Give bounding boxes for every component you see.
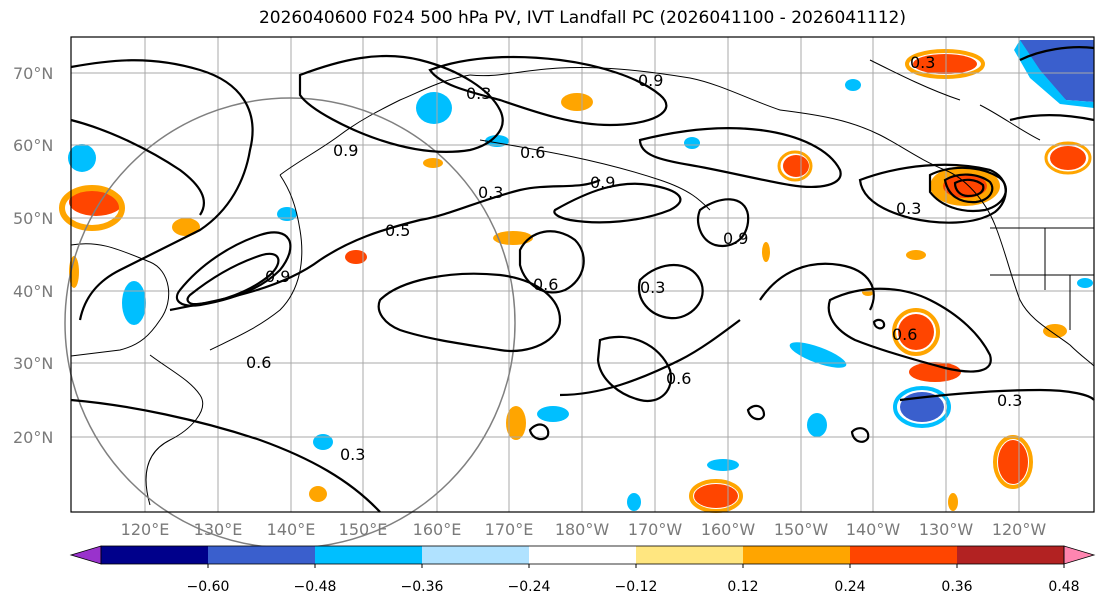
lat-label: 30°N xyxy=(13,354,53,373)
lon-label: 130°E xyxy=(194,520,243,539)
colorbar-outline xyxy=(100,545,1065,565)
contour-label: 0.9 xyxy=(333,141,358,160)
lat-label: 50°N xyxy=(13,209,53,228)
colorbar-tick-label: −0.36 xyxy=(401,579,444,595)
colorbar-bin xyxy=(743,546,851,564)
colorbar-bin xyxy=(957,546,1065,564)
lon-label: 160°E xyxy=(413,520,462,539)
contour-label: 0.9 xyxy=(590,173,615,192)
lat-label: 40°N xyxy=(13,282,53,301)
lon-label: 180°W xyxy=(555,520,610,539)
contour-label: 0.6 xyxy=(246,353,271,372)
map-frame xyxy=(70,36,1095,513)
lat-label: 20°N xyxy=(13,428,53,447)
colorbar-bin xyxy=(315,546,423,564)
contour-label: 0.3 xyxy=(478,183,503,202)
lat-label: 70°N xyxy=(13,64,53,83)
colorbar-over-arrow xyxy=(1063,545,1096,565)
colorbar-bin xyxy=(529,546,637,564)
colorbar-tick-label: −0.24 xyxy=(508,579,551,595)
colorbar-under-arrow xyxy=(69,545,102,565)
contour-label: 0.6 xyxy=(892,325,917,344)
contour-label: 0.9 xyxy=(265,267,290,286)
longitude-labels: 120°E 130°E 140°E 150°E 160°E 170°E 180°… xyxy=(121,520,1047,539)
contour-label: 0.9 xyxy=(638,71,663,90)
contour-label: 0.6 xyxy=(533,275,558,294)
pv-contours xyxy=(70,46,1095,513)
lon-label: 130°W xyxy=(919,520,974,539)
lon-label: 170°W xyxy=(628,520,683,539)
colorbar-tick-label: −0.48 xyxy=(294,579,337,595)
colorbar-tick-label: −0.12 xyxy=(615,579,658,595)
colorbar-tick-label: −0.60 xyxy=(187,579,230,595)
lon-label: 170°E xyxy=(485,520,534,539)
contour-label: 0.5 xyxy=(385,221,410,240)
colorbar-bin xyxy=(422,546,530,564)
lon-label: 140°W xyxy=(846,520,901,539)
colorbar-tick-label: 0.48 xyxy=(1048,579,1079,595)
contour-label: 0.3 xyxy=(340,445,365,464)
contour-labels: 0.3 0.9 0.6 0.3 0.9 0.3 0.5 0.9 0.6 0.3 … xyxy=(246,53,1022,464)
lon-label: 120°W xyxy=(992,520,1047,539)
contour-label: 0.9 xyxy=(723,229,748,248)
contour-label: 0.3 xyxy=(466,84,491,103)
lon-label: 150°W xyxy=(774,520,829,539)
lat-label: 60°N xyxy=(13,136,53,155)
lon-label: 140°E xyxy=(267,520,316,539)
contour-label: 0.3 xyxy=(997,391,1022,410)
colorbar-bin xyxy=(850,546,958,564)
lon-label: 150°E xyxy=(339,520,388,539)
map-title: 2026040600 F024 500 hPa PV, IVT Landfall… xyxy=(258,8,906,28)
shaded-anomalies xyxy=(59,40,1094,513)
contour-label: 0.3 xyxy=(896,199,921,218)
coastlines xyxy=(70,59,1095,506)
colorbar-tick-label: 0.24 xyxy=(834,579,865,595)
contour-label: 0.6 xyxy=(520,143,545,162)
colorbar-tick-label: 0.12 xyxy=(727,579,758,595)
colorbar-bin xyxy=(208,546,316,564)
contour-label: 0.6 xyxy=(666,369,691,388)
colorbar: −0.60 −0.48 −0.36 −0.24 −0.12 0.12 0.24 0.36 0.4… xyxy=(69,545,1096,595)
latitude-labels: 70°N 60°N 50°N 40°N 30°N 20°N xyxy=(13,64,53,447)
lon-label: 160°W xyxy=(701,520,756,539)
colorbar-tick-label: 0.36 xyxy=(941,579,972,595)
colorbar-bin xyxy=(636,546,744,564)
lon-label: 120°E xyxy=(121,520,170,539)
contour-label: 0.3 xyxy=(640,278,665,297)
colorbar-bin xyxy=(101,546,209,564)
contour-label: 0.3 xyxy=(910,53,935,72)
